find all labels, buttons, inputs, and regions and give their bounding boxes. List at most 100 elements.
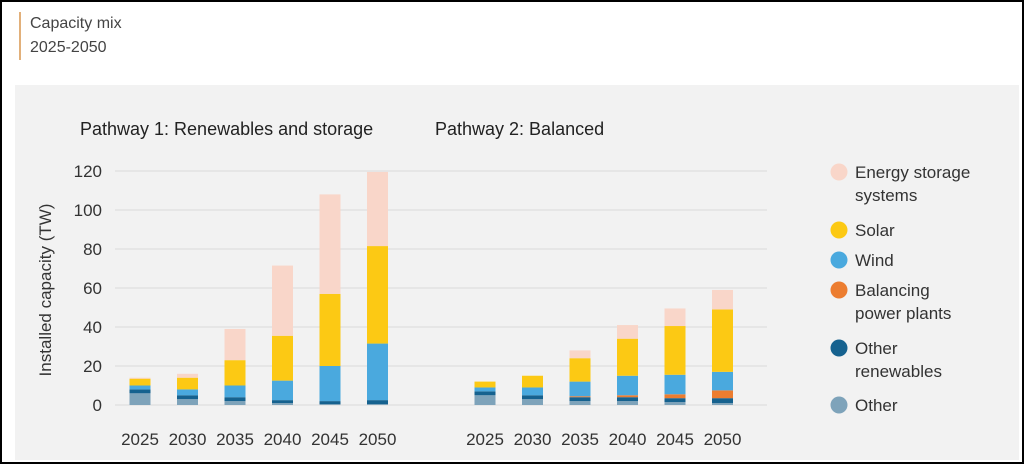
bar-segment-wind	[129, 385, 151, 390]
y-tick-label: 0	[93, 396, 102, 415]
bar-segment-storage	[272, 265, 293, 336]
bar-segment-wind	[712, 371, 733, 391]
bar-segment-storage	[367, 171, 388, 247]
legend-label-wind: Wind	[855, 251, 894, 270]
bar-segment-wind	[224, 385, 246, 398]
bar-segment-wind	[522, 387, 543, 396]
bar-segment-other	[617, 401, 638, 405]
legend-label-balancing: power plants	[855, 304, 951, 323]
legend-marker-balancing	[830, 281, 848, 299]
x-tick-label: 2045	[311, 430, 349, 449]
figure-header: Capacity mix 2025-2050	[19, 12, 122, 60]
bar-segment-other_renewables	[664, 398, 686, 403]
legend-marker-storage	[830, 163, 848, 181]
bar-segment-other	[712, 403, 733, 405]
bar-segment-solar	[272, 335, 293, 381]
legend-label-balancing: Balancing	[855, 281, 930, 300]
x-tick-label: 2040	[609, 430, 647, 449]
bar-segment-other_renewables	[177, 395, 198, 400]
bar-segment-other	[474, 395, 496, 405]
bar-segment-storage	[712, 289, 733, 310]
figure-title: Capacity mix	[30, 15, 122, 32]
bar-segment-storage	[129, 377, 151, 379]
bar-segment-solar	[522, 375, 543, 388]
bar-segment-solar	[319, 293, 341, 366]
bar-segment-wind	[177, 389, 198, 396]
x-tick-label: 2035	[561, 430, 599, 449]
bar-segment-storage	[569, 350, 591, 359]
bar-segment-storage	[224, 328, 246, 361]
bar-segment-wind	[272, 380, 293, 401]
bar-segment-solar	[177, 377, 198, 390]
bar-segment-wind	[664, 374, 686, 395]
legend-marker-other	[830, 396, 848, 414]
legend-label-other: Other	[855, 396, 898, 415]
bar-segment-solar	[224, 360, 246, 386]
legend-label-other_renewables: renewables	[855, 362, 942, 381]
bar-segment-storage	[177, 373, 198, 378]
y-tick-label: 60	[83, 279, 102, 298]
x-tick-label: 2050	[359, 430, 397, 449]
bar-segment-other_renewables	[272, 400, 293, 404]
bar-segment-storage	[664, 308, 686, 327]
y-tick-label: 120	[74, 162, 102, 181]
bar-segment-other_renewables	[712, 398, 733, 404]
legend-label-storage: Energy storage	[855, 163, 970, 182]
bar-segment-solar	[617, 338, 638, 376]
bar-segment-other_renewables	[224, 397, 246, 402]
x-tick-label: 2045	[656, 430, 694, 449]
bar-segment-other	[224, 401, 246, 405]
x-tick-label: 2040	[264, 430, 302, 449]
bar-segment-wind	[569, 381, 591, 397]
legend-label-storage: systems	[855, 186, 917, 205]
y-tick-label: 40	[83, 318, 102, 337]
bar-segment-wind	[367, 343, 388, 401]
y-tick-label: 80	[83, 240, 102, 259]
bar-segment-other	[177, 399, 198, 405]
bar-segment-solar	[367, 246, 388, 344]
bar-segment-solar	[664, 326, 686, 375]
bar-segment-other	[367, 404, 388, 405]
bar-segment-storage	[617, 325, 638, 339]
bar-segment-other	[272, 403, 293, 405]
panel-title: Pathway 1: Renewables and storage	[80, 119, 373, 139]
bar-segment-other_renewables	[319, 401, 341, 405]
bar-segment-wind	[319, 366, 341, 402]
bar-segment-other	[522, 399, 543, 405]
bar-segment-other_renewables	[617, 397, 638, 402]
bar-segment-storage	[319, 194, 341, 294]
bar-segment-other_renewables	[129, 389, 151, 394]
bar-segment-other_renewables	[569, 397, 591, 402]
legend-label-other_renewables: Other	[855, 339, 898, 358]
x-tick-label: 2030	[169, 430, 207, 449]
bar-segment-other	[664, 402, 686, 405]
bar-segment-wind	[474, 387, 496, 392]
bar-segment-balancing	[712, 390, 733, 399]
legend-label-solar: Solar	[855, 221, 895, 240]
bar-segment-other	[569, 401, 591, 405]
y-tick-label: 100	[74, 201, 102, 220]
x-tick-label: 2025	[121, 430, 159, 449]
bar-segment-balancing	[569, 396, 591, 398]
bar-segment-other_renewables	[474, 391, 496, 396]
bar-segment-solar	[474, 381, 496, 388]
bar-segment-other_renewables	[367, 400, 388, 405]
bar-segment-solar	[129, 378, 151, 386]
legend-marker-solar	[830, 221, 848, 239]
bar-segment-solar	[569, 358, 591, 382]
x-tick-label: 2035	[216, 430, 254, 449]
y-axis-label: Installed capacity (TW)	[36, 204, 55, 377]
bar-segment-other	[319, 404, 341, 405]
bar-segment-balancing	[617, 395, 638, 398]
x-tick-label: 2030	[514, 430, 552, 449]
y-tick-label: 20	[83, 357, 102, 376]
bar-segment-wind	[617, 375, 638, 396]
legend-marker-other_renewables	[830, 339, 848, 357]
panel-title: Pathway 2: Balanced	[435, 119, 604, 139]
figure-subtitle: 2025-2050	[30, 39, 107, 56]
bar-segment-other	[129, 393, 151, 405]
chart-panel: 0 20 40 60 80 100 120 Installed capacity (TW) Pa…	[15, 85, 1019, 460]
x-tick-label: 2050	[704, 430, 742, 449]
bar-segment-balancing	[664, 394, 686, 399]
